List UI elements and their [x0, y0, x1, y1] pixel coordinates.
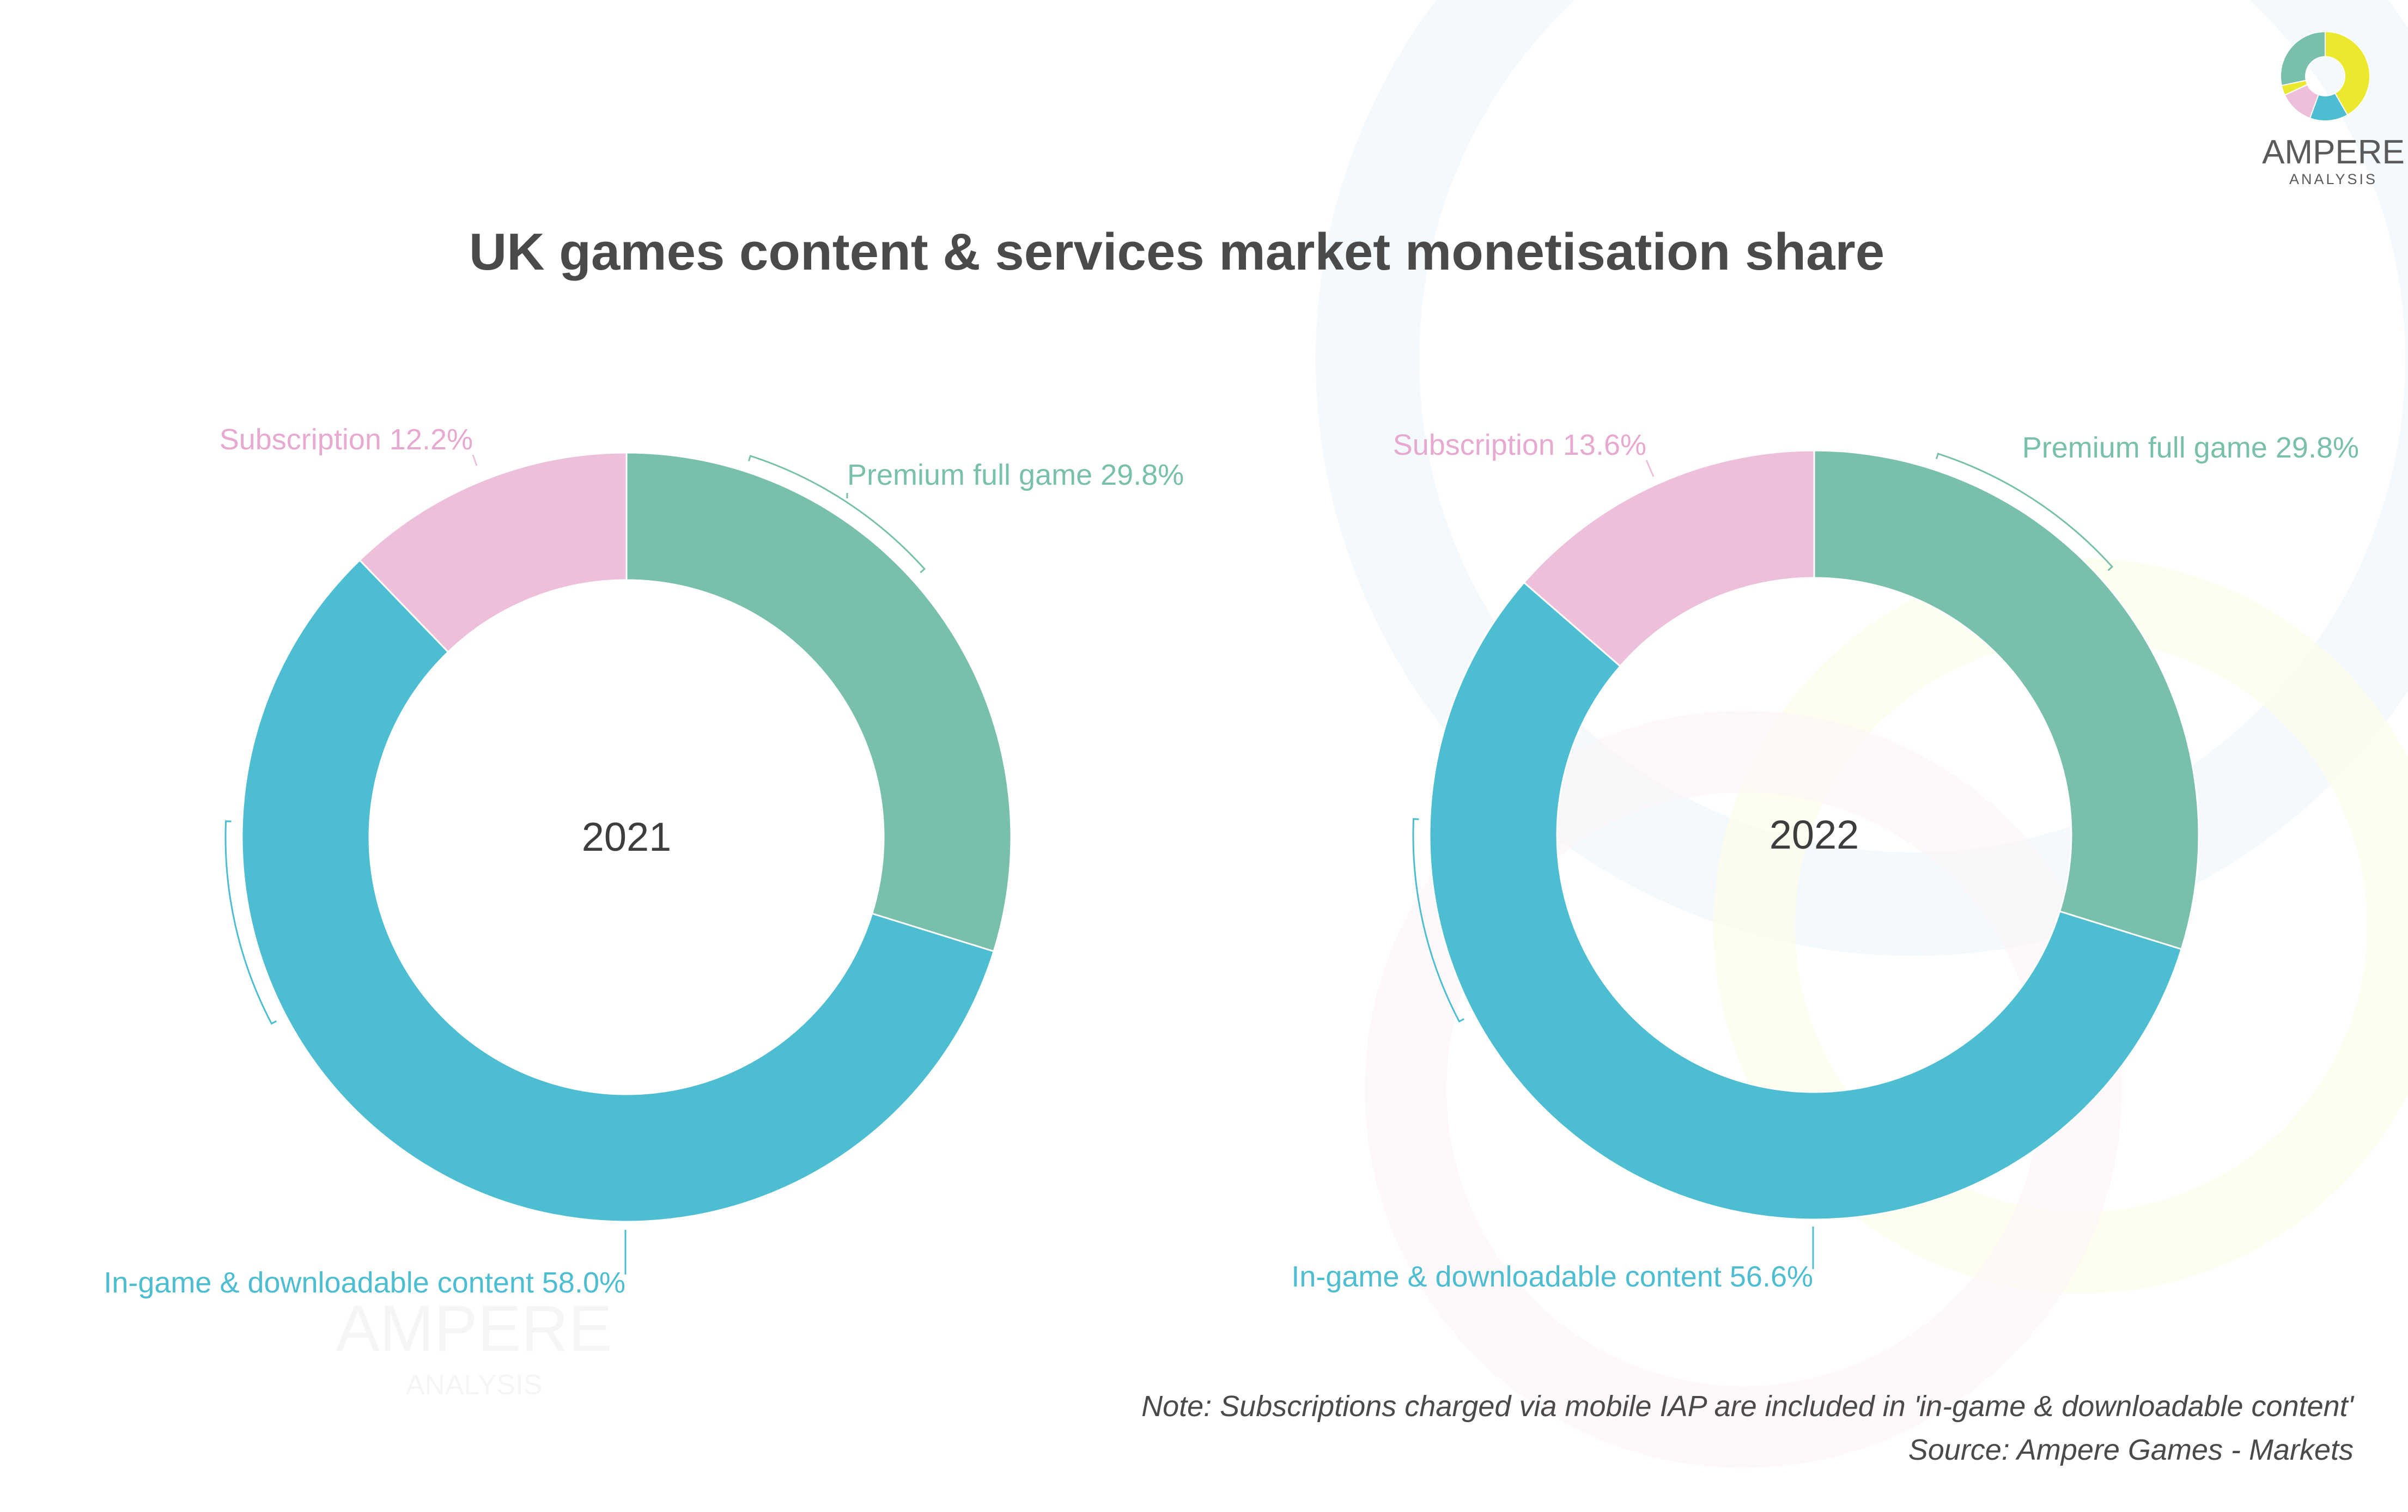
watermark-name: AMPERE — [336, 1292, 612, 1365]
data-label-in-game-and-downloadable-content-2021: In-game & downloadable content 58.0% — [104, 1266, 625, 1299]
data-label-subscription-2022: Subscription 13.6% — [1393, 429, 1646, 461]
brand-name: AMPERE — [2262, 133, 2405, 171]
donut-chart-2021: Premium full game 29.8% In-game & downloa… — [104, 423, 1184, 1299]
brand-sub: ANALYSIS — [2289, 171, 2377, 187]
donut-slice-premium-full-game-2021 — [625, 452, 1012, 953]
chart-source: Source: Ampere Games - Markets — [1908, 1434, 2354, 1466]
donut-chart-2022: Premium full game 29.8% In-game & downloa… — [1291, 429, 2359, 1293]
label-connector-subscription-2022 — [1645, 460, 1655, 477]
watermark: AMPERE ANALYSIS — [336, 1292, 612, 1401]
center-label-2021: 2021 — [582, 814, 672, 859]
watermark-sub: ANALYSIS — [406, 1369, 542, 1401]
brand-logo: AMPERE ANALYSIS — [2262, 31, 2405, 187]
donut-slice-in-game-and-downloadable-content-2021 — [241, 559, 995, 1223]
chart-title: UK games content & services market monet… — [469, 223, 1884, 281]
donut-slice-premium-full-game-2022 — [1813, 449, 2200, 950]
logo-segment — [2325, 31, 2370, 116]
logo-segment — [2280, 31, 2326, 87]
data-label-premium-full-game-2022: Premium full game 29.8% — [2022, 431, 2359, 464]
leader-line-premium-2022 — [1935, 453, 2114, 571]
center-label-2022: 2022 — [1769, 812, 1859, 857]
donut-slice-subscription-2021 — [358, 452, 628, 654]
logo-icon — [2280, 31, 2370, 122]
leader-line-ingame-2022 — [1412, 818, 1465, 1023]
data-label-in-game-and-downloadable-content-2022: In-game & downloadable content 56.6% — [1291, 1260, 1813, 1293]
label-connector-subscription-2021 — [472, 454, 478, 466]
leader-line-premium-2021 — [747, 455, 926, 574]
chart-note: Note: Subscriptions charged via mobile I… — [1141, 1390, 2355, 1423]
leader-line-ingame-2021 — [224, 820, 277, 1025]
data-label-premium-full-game-2021: Premium full game 29.8% — [847, 459, 1184, 491]
donut-slice-subscription-2022 — [1523, 449, 1815, 668]
donut-slice-in-game-and-downloadable-content-2022 — [1428, 581, 2183, 1221]
data-label-subscription-2021: Subscription 12.2% — [220, 423, 473, 456]
